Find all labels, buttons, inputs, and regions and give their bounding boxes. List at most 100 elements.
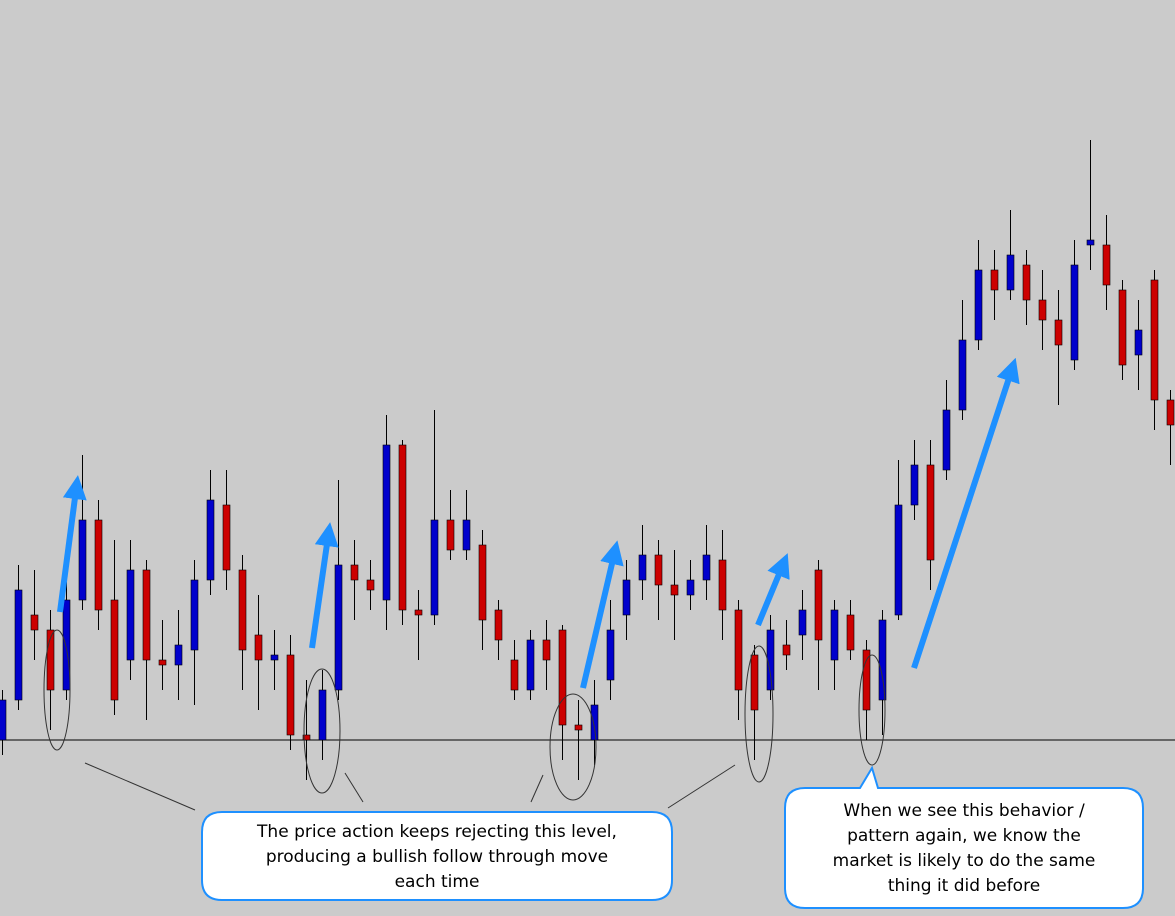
candle-body: [558, 629, 567, 726]
arrow: [911, 357, 1020, 669]
candle-body: [414, 609, 423, 616]
candle-body: [158, 659, 167, 666]
candle-body: [494, 609, 503, 641]
arrows: [57, 357, 1020, 689]
candle-body: [30, 614, 39, 631]
candle-body: [1102, 244, 1111, 286]
highlights: [43, 629, 886, 811]
annotation-text: producing a bullish follow through move: [266, 847, 608, 867]
candle-body: [318, 689, 327, 741]
candle-body: [110, 599, 119, 701]
candle-body: [846, 614, 855, 651]
candle-body: [62, 599, 71, 691]
candle-body: [366, 579, 375, 591]
candle-body: [574, 724, 583, 731]
candle-body: [654, 554, 663, 586]
annotation-text: The price action keeps rejecting this le…: [256, 822, 617, 842]
candle-body: [1118, 289, 1127, 366]
candle-body: [1054, 319, 1063, 346]
candle-body: [126, 569, 135, 661]
notes: The price action keeps rejecting this le…: [256, 801, 1095, 896]
callout: [784, 765, 1144, 909]
ellipse: [744, 645, 774, 783]
candle-body: [942, 409, 951, 471]
candle-body: [1150, 279, 1159, 401]
candle-body: [830, 609, 839, 661]
candle-body: [334, 564, 343, 691]
candle-body: [878, 619, 887, 701]
candle-body: [1134, 329, 1143, 356]
annotation-text: market is likely to do the same: [833, 851, 1096, 871]
arrow: [755, 553, 790, 627]
candle-body: [750, 654, 759, 711]
candle-body: [270, 654, 279, 661]
candle-body: [478, 544, 487, 621]
candle-body: [814, 569, 823, 641]
candle-body: [910, 464, 919, 506]
candle-body: [446, 519, 455, 551]
candle-body: [638, 554, 647, 581]
candle-body: [1086, 239, 1095, 246]
candle-body: [1006, 254, 1015, 291]
candle-body: [1022, 264, 1031, 301]
candle-body: [1038, 299, 1047, 321]
candle-body: [94, 519, 103, 611]
candle-body: [350, 564, 359, 581]
candle-body: [398, 444, 407, 611]
candle-body: [302, 734, 311, 741]
callout: [201, 811, 673, 901]
candle-body: [430, 519, 439, 616]
arrow: [580, 540, 624, 689]
candle-body: [686, 579, 695, 596]
candle-body: [1166, 399, 1175, 426]
candle-body: [590, 704, 599, 741]
connector: [84, 762, 196, 811]
candles: [0, 140, 1175, 780]
candle-body: [190, 579, 199, 651]
connector: [667, 764, 736, 809]
ellipse: [549, 693, 597, 801]
candle-body: [254, 634, 263, 661]
candle-body: [622, 579, 631, 616]
candle-body: [718, 559, 727, 611]
candle-body: [46, 629, 55, 691]
candle-body: [1070, 264, 1079, 361]
candle-body: [542, 639, 551, 661]
candle-body: [958, 339, 967, 411]
candle-body: [142, 569, 151, 661]
candle-body: [798, 609, 807, 636]
candle-body: [206, 499, 215, 581]
connector: [530, 774, 544, 803]
candle-body: [702, 554, 711, 581]
candle-body: [382, 444, 391, 601]
candle-body: [526, 639, 535, 691]
candle-body: [14, 589, 23, 701]
candle-body: [0, 699, 7, 741]
candle-body: [894, 504, 903, 616]
ellipse: [303, 668, 341, 794]
candle-body: [734, 609, 743, 691]
arrow: [309, 522, 339, 649]
candle-body: [510, 659, 519, 691]
ellipse: [43, 629, 71, 751]
candle-body: [606, 629, 615, 681]
candle-body: [766, 629, 775, 691]
annotation-text: thing it did before: [888, 876, 1040, 896]
candle-body: [862, 649, 871, 711]
connector: [344, 772, 364, 803]
candle-body: [782, 644, 791, 656]
ellipse: [858, 654, 886, 766]
candle-body: [990, 269, 999, 291]
candle-body: [974, 269, 983, 341]
candle-body: [238, 569, 247, 651]
annotation-text: each time: [395, 872, 480, 892]
arrow: [57, 475, 87, 613]
candle-body: [78, 519, 87, 601]
annotation-text: pattern again, we know the: [847, 826, 1081, 846]
candle-body: [462, 519, 471, 551]
candle-body: [222, 504, 231, 571]
candle-body: [670, 584, 679, 596]
annotation-text: When we see this behavior /: [843, 801, 1085, 821]
